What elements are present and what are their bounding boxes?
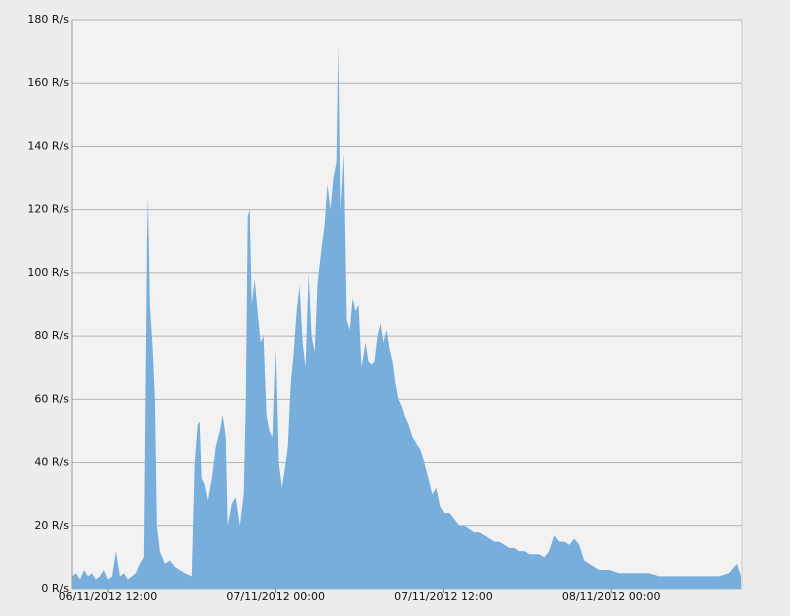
- x-tick-label: 06/11/2012 12:00: [59, 590, 158, 603]
- y-tick-label: 180 R/s: [27, 13, 69, 26]
- area: [72, 45, 742, 590]
- y-tick-label: 0 R/s: [41, 582, 69, 595]
- y-tick-label: 60 R/s: [34, 392, 69, 405]
- x-tick-label: 08/11/2012 00:00: [562, 590, 661, 603]
- y-tick-label: 160 R/s: [27, 76, 69, 89]
- x-tick-label: 07/11/2012 00:00: [226, 590, 325, 603]
- y-tick-label: 140 R/s: [27, 139, 69, 152]
- y-tick-label: 80 R/s: [34, 329, 69, 342]
- y-tick-label: 20 R/s: [34, 519, 69, 532]
- y-tick-label: 40 R/s: [34, 456, 69, 469]
- y-tick-label: 100 R/s: [27, 266, 69, 279]
- y-tick-label: 120 R/s: [27, 203, 69, 216]
- x-tick-label: 07/11/2012 12:00: [394, 590, 493, 603]
